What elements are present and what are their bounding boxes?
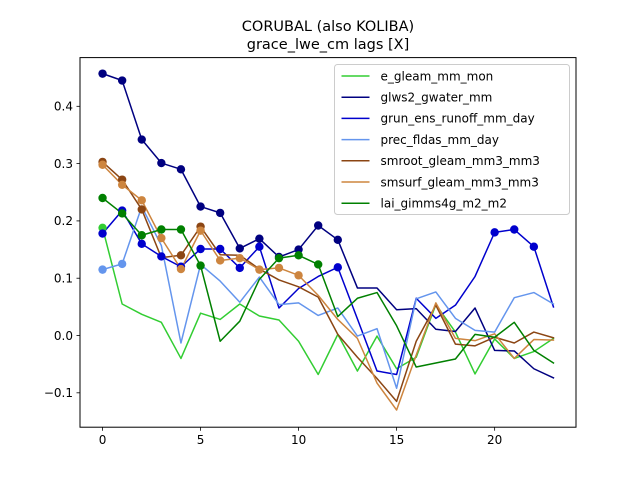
series-marker-grun_ens_runoff_mm_day [490,228,499,237]
series-marker-grun_ens_runoff_mm_day [333,263,342,272]
legend-label-smroot_gleam_mm3_mm3: smroot_gleam_mm3_mm3 [381,154,540,168]
series-marker-smsurf_gleam_mm3_mm3 [137,196,146,205]
series-marker-lai_gimms4g_m2_m2 [117,209,127,218]
x-tick-label: 15 [389,433,404,447]
series-marker-glws2_gwater_mm [137,135,146,144]
y-tick-label: 0.4 [54,100,73,114]
y-tick-label: 0.0 [54,329,73,343]
series-marker-grun_ens_runoff_mm_day [196,244,205,254]
series-marker-glws2_gwater_mm [314,221,323,230]
series-marker-grun_ens_runoff_mm_day [98,229,107,238]
legend-label-grun_ens_runoff_mm_day: grun_ens_runoff_mm_day [381,112,535,126]
series-line-e_gleam_mm_mon [101,226,555,376]
legend-label-e_gleam_mm_mon: e_gleam_mm_mon [381,69,494,83]
series-line-smsurf_gleam_mm3_mm3 [101,163,555,411]
series-marker-glws2_gwater_mm [255,234,264,243]
series-marker-lai_gimms4g_m2_m2 [294,251,303,260]
y-tick-label: −0.1 [44,386,73,400]
series-marker-smsurf_gleam_mm3_mm3 [157,233,166,243]
series-marker-glws2_gwater_mm [235,244,244,253]
legend-label-smsurf_gleam_mm3_mm3: smsurf_gleam_mm3_mm3 [381,175,539,189]
legend: e_gleam_mm_mon glws2_gwater_mm grun_ens_ru… [334,64,570,215]
x-tick-label: 5 [197,433,205,447]
series-marker-grun_ens_runoff_mm_day [529,242,539,251]
series-marker-smsurf_gleam_mm3_mm3 [235,253,244,263]
series-marker-smroot_gleam_mm3_mm3 [176,251,186,260]
series-marker-smsurf_gleam_mm3_mm3 [255,265,264,274]
series-marker-smsurf_gleam_mm3_mm3 [294,271,303,280]
series-marker-smsurf_gleam_mm3_mm3 [117,180,127,190]
legend-label-lai_gimms4g_m2_m2: lai_gimms4g_m2_m2 [381,197,508,211]
series-marker-prec_fldas_mm_day [117,259,127,269]
series-marker-smsurf_gleam_mm3_mm3 [215,256,225,265]
y-tick-label: 0.3 [54,157,73,171]
series-marker-prec_fldas_mm_day [98,265,107,274]
series-marker-lai_gimms4g_m2_m2 [137,231,146,240]
series-marker-grun_ens_runoff_mm_day [510,225,519,234]
series-marker-lai_gimms4g_m2_m2 [196,261,205,270]
series-marker-lai_gimms4g_m2_m2 [98,193,107,203]
series-marker-glws2_gwater_mm [215,208,225,218]
axes: 0 5 10 15 20 −0.1 0.0 0.1 0.2 0.3 0.4 [44,100,502,448]
legend-box [334,64,570,215]
series-marker-smsurf_gleam_mm3_mm3 [196,226,205,235]
series-marker-lai_gimms4g_m2_m2 [176,225,186,234]
series-marker-grun_ens_runoff_mm_day [137,239,146,249]
series-marker-glws2_gwater_mm [157,158,166,168]
legend-label-prec_fldas_mm_day: prec_fldas_mm_day [381,133,500,147]
series-marker-glws2_gwater_mm [176,165,186,174]
x-tick-label: 20 [487,433,502,447]
series-marker-glws2_gwater_mm [196,202,205,211]
plot-frame [79,57,577,428]
series-marker-grun_ens_runoff_mm_day [215,244,225,254]
x-tick-label: 10 [291,433,306,447]
x-tick-label: 0 [99,433,107,447]
legend-label-glws2_gwater_mm: glws2_gwater_mm [381,91,493,105]
series-marker-lai_gimms4g_m2_m2 [274,253,284,263]
series-marker-glws2_gwater_mm [333,235,342,245]
series-marker-glws2_gwater_mm [117,76,127,85]
series-marker-lai_gimms4g_m2_m2 [314,260,323,269]
chart-subtitle: grace_lwe_cm lags [X] [247,37,410,53]
series-marker-smsurf_gleam_mm3_mm3 [98,160,107,169]
series-line-prec_fldas_mm_day [101,205,555,389]
chart-title: CORUBAL (also KOLIBA) [242,19,414,35]
y-tick-label: 0.1 [54,272,73,286]
series-marker-grun_ens_runoff_mm_day [255,242,264,251]
plot-area [98,69,555,411]
series-marker-smroot_gleam_mm3_mm3 [137,205,146,214]
series-marker-grun_ens_runoff_mm_day [157,252,166,261]
series-marker-smsurf_gleam_mm3_mm3 [274,263,284,273]
series-marker-grun_ens_runoff_mm_day [235,263,244,273]
series-marker-lai_gimms4g_m2_m2 [157,225,166,234]
series-marker-smsurf_gleam_mm3_mm3 [176,264,186,274]
y-tick-label: 0.2 [54,214,73,228]
series-marker-glws2_gwater_mm [98,69,107,78]
